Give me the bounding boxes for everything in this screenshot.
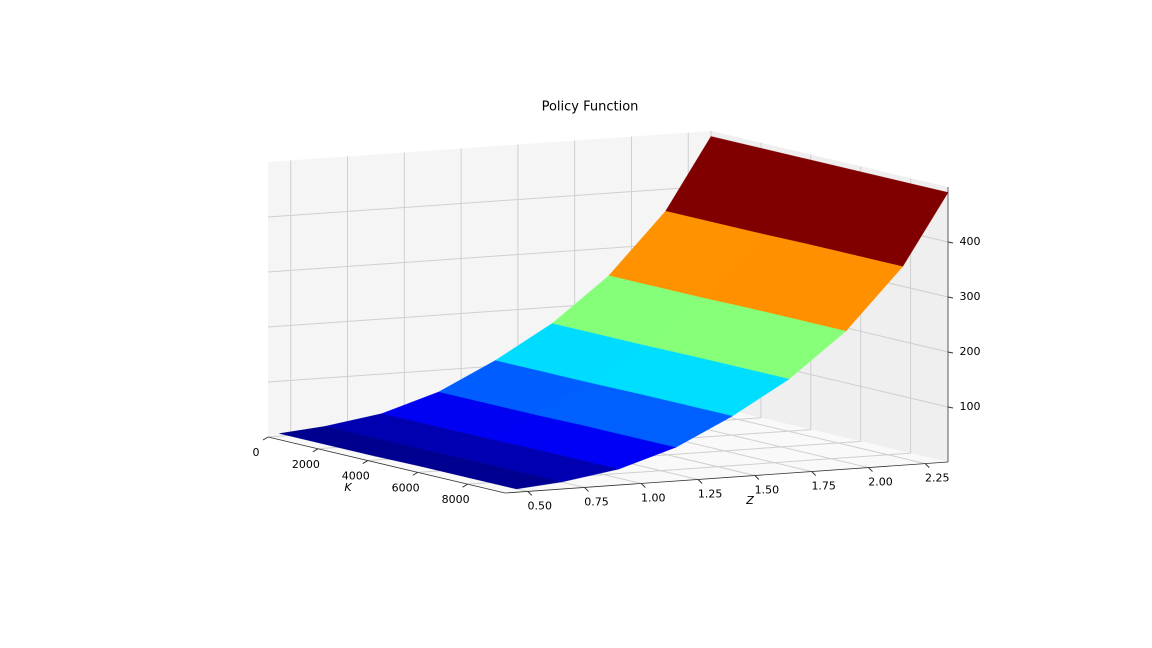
x-tick-label: 8000 bbox=[442, 493, 470, 506]
x-tick bbox=[262, 436, 269, 441]
grid-line bbox=[267, 185, 712, 218]
y-tick bbox=[527, 491, 533, 496]
x-tick bbox=[312, 448, 319, 453]
y-axis-label: Z bbox=[745, 494, 754, 507]
y-axis bbox=[504, 461, 949, 494]
y-tick bbox=[868, 467, 873, 472]
y-tick-label: 1.75 bbox=[811, 480, 836, 493]
y-tick bbox=[811, 471, 817, 476]
x-axis-label: K bbox=[344, 481, 352, 494]
x-tick-label: 2000 bbox=[292, 458, 320, 471]
x-tick bbox=[362, 460, 369, 465]
z-tick bbox=[947, 406, 954, 409]
z-tick bbox=[947, 351, 954, 354]
y-tick bbox=[584, 487, 589, 492]
y-tick-label: 2.00 bbox=[868, 476, 893, 489]
y-tick bbox=[754, 475, 760, 480]
chart-title: Policy Function bbox=[542, 100, 639, 115]
y-tick bbox=[924, 463, 930, 468]
z-tick-label: 300 bbox=[960, 290, 981, 303]
y-tick-label: 1.25 bbox=[698, 487, 723, 500]
y-tick bbox=[697, 479, 703, 484]
x-tick-label: 0 bbox=[253, 446, 260, 459]
y-tick-label: 2.25 bbox=[925, 472, 950, 485]
y-tick-label: 1.00 bbox=[641, 491, 666, 504]
x-tick bbox=[412, 471, 418, 476]
x-axis bbox=[267, 436, 506, 494]
y-tick-label: 0.75 bbox=[584, 495, 609, 508]
z-tick-label: 200 bbox=[960, 345, 981, 358]
x-tick-label: 4000 bbox=[342, 470, 370, 483]
z-tick bbox=[947, 241, 954, 244]
y-tick bbox=[640, 483, 646, 488]
z-tick-label: 100 bbox=[960, 400, 981, 413]
z-tick bbox=[947, 296, 954, 299]
z-tick-label: 400 bbox=[960, 235, 981, 248]
surface-face bbox=[468, 470, 562, 490]
y-tick-label: 1.50 bbox=[755, 484, 780, 497]
x-tick-label: 6000 bbox=[392, 481, 420, 494]
x-tick bbox=[462, 483, 468, 488]
y-tick-label: 0.50 bbox=[527, 499, 552, 512]
